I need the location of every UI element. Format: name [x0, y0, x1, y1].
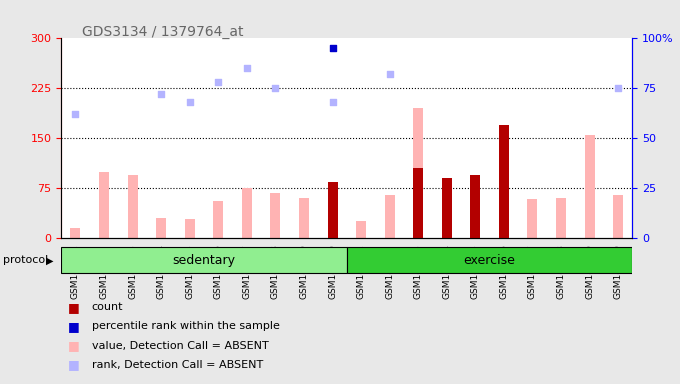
Bar	[99, 172, 109, 238]
Bar	[61, 247, 347, 273]
Point	[270, 85, 281, 91]
Text: ▶: ▶	[46, 255, 54, 265]
Bar	[156, 218, 166, 238]
Point	[327, 99, 338, 105]
Point	[384, 71, 395, 78]
Text: GDS3134 / 1379764_at: GDS3134 / 1379764_at	[82, 25, 243, 39]
Bar	[413, 108, 423, 238]
Text: count: count	[92, 302, 123, 312]
Bar	[128, 175, 137, 238]
Text: ■: ■	[68, 301, 80, 314]
Text: exercise: exercise	[464, 254, 515, 266]
Bar	[242, 188, 252, 238]
Bar	[356, 222, 366, 238]
Bar	[556, 198, 566, 238]
Point	[241, 65, 252, 71]
Text: ■: ■	[68, 320, 80, 333]
Bar	[613, 195, 623, 238]
Bar	[585, 135, 594, 238]
Text: value, Detection Call = ABSENT: value, Detection Call = ABSENT	[92, 341, 269, 351]
Bar	[71, 228, 80, 238]
Point	[127, 15, 138, 22]
Point	[70, 111, 81, 118]
Bar	[214, 202, 223, 238]
Text: rank, Detection Call = ABSENT: rank, Detection Call = ABSENT	[92, 360, 263, 370]
Bar	[471, 175, 480, 238]
Bar	[499, 125, 509, 238]
Bar	[271, 193, 280, 238]
Point	[327, 45, 338, 51]
Bar	[528, 199, 537, 238]
Bar	[413, 168, 423, 238]
Bar	[385, 195, 394, 238]
Text: sedentary: sedentary	[173, 254, 235, 266]
Bar	[347, 247, 632, 273]
Point	[213, 79, 224, 85]
Point	[470, 5, 481, 12]
Text: ■: ■	[68, 358, 80, 371]
Text: ■: ■	[68, 339, 80, 352]
Text: protocol: protocol	[3, 255, 49, 265]
Bar	[442, 178, 452, 238]
Point	[184, 99, 195, 105]
Text: percentile rank within the sample: percentile rank within the sample	[92, 321, 279, 331]
Point	[613, 85, 624, 91]
Point	[156, 91, 167, 98]
Bar	[185, 219, 194, 238]
Bar	[299, 198, 309, 238]
Bar	[328, 182, 337, 238]
